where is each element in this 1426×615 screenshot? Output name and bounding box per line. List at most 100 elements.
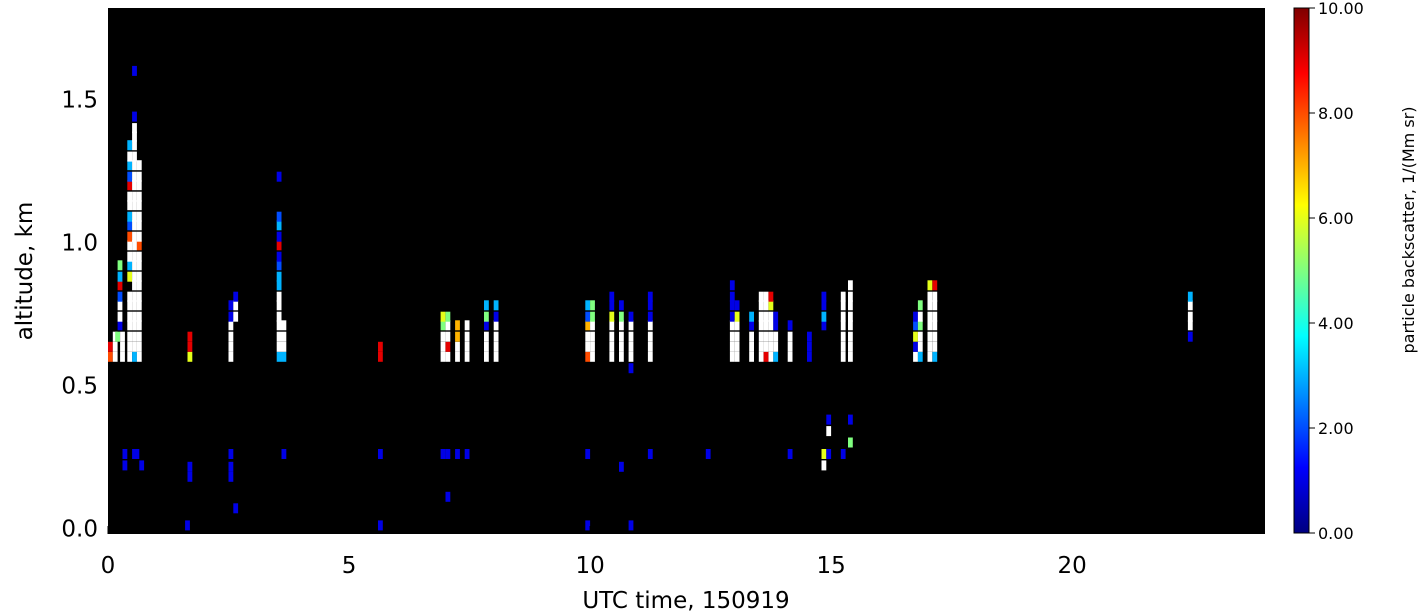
heatmap-cell [628,320,634,331]
heatmap-cell [136,260,142,271]
heatmap-cell [821,449,827,459]
heatmap-cell [1187,320,1193,331]
heatmap-cell [378,520,383,531]
heatmap-cell [276,260,282,271]
heatmap-cell [729,341,735,352]
heatmap-cell [1187,291,1193,302]
heatmap-cell [609,320,615,331]
heatmap-cell [108,351,113,362]
heatmap-cell [132,320,137,331]
heatmap-cell [132,171,137,182]
heatmap-cell [734,341,740,352]
heatmap-cell [136,311,142,322]
heatmap-cell [773,311,779,322]
colorbar-tick-label: 0.00 [1318,524,1354,543]
heatmap-cell [464,351,470,362]
heatmap-cell [768,351,774,362]
heatmap-cell [619,320,624,331]
heatmap-cell [127,331,133,342]
heatmap-cell [445,491,451,502]
heatmap-cell [132,331,137,342]
heatmap-cell [758,291,764,302]
heatmap-cell [132,211,137,222]
heatmap-cell [913,331,918,342]
y-axis-label: altitude, km [12,202,38,341]
heatmap-cell [932,331,938,342]
heatmap-cell [758,320,764,331]
heatmap-cell [112,341,118,352]
heatmap-cell [821,291,827,302]
x-tick-label: 0 [101,553,116,579]
heatmap-cell [821,300,827,311]
heatmap-cell [729,351,735,362]
heatmap-cell [609,291,615,302]
heatmap-cell [122,449,128,459]
heatmap-cell [590,320,595,331]
heatmap-cell [848,331,853,342]
heatmap-cell [455,320,460,331]
heatmap-cell [136,251,142,262]
heatmap-cell [787,320,793,331]
heatmap-cell [590,311,595,322]
heatmap-cell [120,351,125,362]
heatmap-cell [493,341,499,352]
heatmap-cell [734,311,740,322]
heatmap-cell [127,211,133,222]
heatmap-cell [647,300,653,311]
heatmap-cell [763,300,769,311]
heatmap-cell [807,351,812,362]
heatmap-cell [787,341,793,352]
heatmap-cell [132,160,137,171]
heatmap-cell [276,171,282,182]
heatmap-cell [127,151,133,162]
heatmap-cell [927,320,933,331]
heatmap-cell [932,311,938,322]
heatmap-cell [628,331,634,342]
heatmap-cell [445,351,451,362]
heatmap-cell [768,331,774,342]
heatmap-cell [927,341,933,352]
heatmap-cell [127,251,133,262]
heatmap-cell [132,151,137,162]
heatmap-cell [826,426,832,437]
heatmap-cell [127,260,133,271]
heatmap-cell [127,160,133,171]
heatmap-cell [136,180,142,191]
heatmap-cell [913,320,918,331]
heatmap-cell [132,140,137,151]
heatmap-cell [136,240,142,251]
heatmap-cell [763,331,769,342]
heatmap-cell [848,280,853,291]
heatmap-cell [927,280,933,291]
heatmap-cell [787,449,793,459]
heatmap-cell [455,331,460,342]
heatmap-cell [768,320,774,331]
heatmap-cell [127,271,133,282]
heatmap-cell [729,300,735,311]
heatmap-cell [136,331,142,342]
heatmap-cell [619,341,624,352]
heatmap-cell [185,520,190,531]
heatmap-cell [445,449,451,459]
heatmap-cell [749,320,754,331]
heatmap-cell [228,449,234,459]
heatmap-cell [276,300,282,311]
heatmap-cell [840,351,846,362]
heatmap-cell [628,311,634,322]
heatmap-cell [127,231,133,242]
heatmap-cell [117,320,123,331]
heatmap-cell [647,291,653,302]
heatmap-cell [749,351,754,362]
heatmap-cell [773,341,779,352]
heatmap-cell [281,331,287,342]
heatmap-cell [228,320,234,331]
heatmap-cell [826,414,832,425]
heatmap-cell [132,131,137,142]
heatmap-cell [445,311,451,322]
heatmap-cell [276,320,282,331]
heatmap-cell [136,211,142,222]
heatmap-cell [826,449,832,459]
heatmap-cell [590,341,595,352]
heatmap-cell [276,280,282,291]
